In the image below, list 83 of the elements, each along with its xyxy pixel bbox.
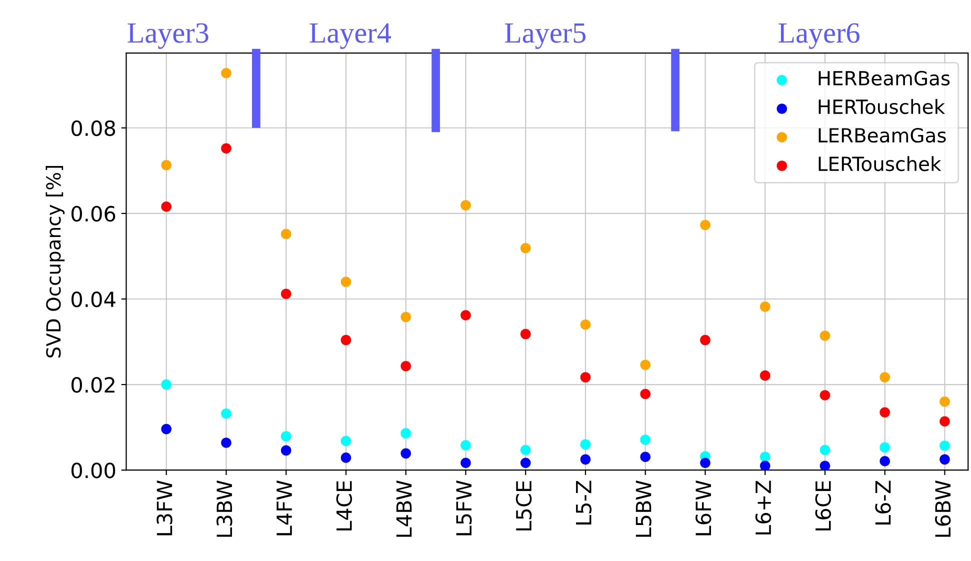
text: Layer5	[504, 23, 586, 49]
x-tick-label: L3BW	[216, 480, 232, 537]
point	[221, 68, 232, 78]
point	[340, 276, 352, 288]
point	[760, 370, 770, 381]
point	[161, 160, 172, 170]
x-tick-label: L4CE	[336, 481, 352, 530]
point	[520, 444, 531, 456]
point	[580, 454, 591, 465]
point	[400, 361, 411, 372]
point	[161, 379, 172, 390]
x-tick-label: L3FW	[156, 480, 172, 536]
point	[880, 456, 890, 466]
point	[580, 439, 591, 450]
x-tick-label: L6BW	[935, 480, 951, 537]
x-tick-label: L4FW	[276, 480, 292, 536]
x-tick-label: L6-Z	[875, 480, 891, 524]
point	[400, 448, 411, 459]
point	[760, 452, 770, 462]
x-tick-label: L6CE	[815, 481, 832, 530]
point	[880, 372, 890, 382]
text: Layer6	[778, 23, 860, 49]
text: Layer3	[128, 23, 208, 49]
point	[280, 431, 292, 442]
point	[820, 330, 830, 341]
point	[460, 310, 471, 320]
x-tick-label: L6+Z	[755, 480, 772, 534]
y-tick-label: 0.00	[71, 462, 116, 478]
point	[161, 424, 172, 434]
legend-label: LERTouschek	[818, 156, 942, 172]
x-tick-label: L5CE	[516, 481, 532, 530]
point	[820, 390, 830, 400]
point	[280, 445, 292, 456]
point	[161, 201, 172, 212]
point	[460, 440, 471, 450]
text: Layer4	[310, 23, 392, 49]
point	[940, 440, 950, 451]
x-tick-label: L6FW	[696, 480, 712, 536]
y-tick-label: 0.04	[71, 291, 116, 308]
point	[940, 416, 950, 426]
y-tick-label: 0.08	[71, 120, 116, 136]
point	[760, 460, 770, 470]
y-tick-label: 0.06	[71, 206, 116, 222]
point	[640, 388, 651, 400]
legend-label: HERTouschek	[818, 99, 946, 114]
x-tick-label: L5BW	[636, 480, 652, 537]
point	[640, 360, 651, 370]
point	[700, 458, 710, 468]
point	[340, 334, 352, 346]
legend-label: LERBeamGas	[818, 128, 946, 143]
point	[580, 372, 591, 382]
point	[880, 442, 890, 453]
point	[221, 408, 232, 419]
point	[640, 434, 651, 445]
x-tick-label: L5-Z	[576, 480, 592, 524]
point	[460, 458, 471, 468]
point	[820, 460, 830, 470]
point	[640, 452, 651, 462]
point	[520, 458, 531, 468]
point	[221, 143, 232, 154]
x-tick-label: L5FW	[456, 480, 472, 536]
point	[340, 436, 352, 446]
point	[400, 312, 411, 322]
y-axis-title: SVD Occupancy [%]	[46, 166, 65, 358]
point	[460, 200, 471, 210]
legend-label: HERBeamGas	[818, 70, 950, 86]
point	[221, 438, 232, 448]
point	[340, 452, 352, 463]
y-tick-label: 0.02	[71, 377, 114, 393]
point	[820, 444, 830, 456]
point	[760, 302, 770, 312]
x-tick-label: L4BW	[396, 480, 412, 537]
point	[700, 220, 710, 230]
point	[400, 428, 411, 438]
point	[280, 288, 292, 300]
point	[580, 320, 591, 330]
point	[940, 454, 950, 465]
point	[700, 334, 710, 346]
point	[520, 242, 531, 254]
point	[880, 407, 890, 418]
point	[520, 328, 531, 340]
point	[280, 228, 292, 240]
point	[940, 396, 950, 407]
